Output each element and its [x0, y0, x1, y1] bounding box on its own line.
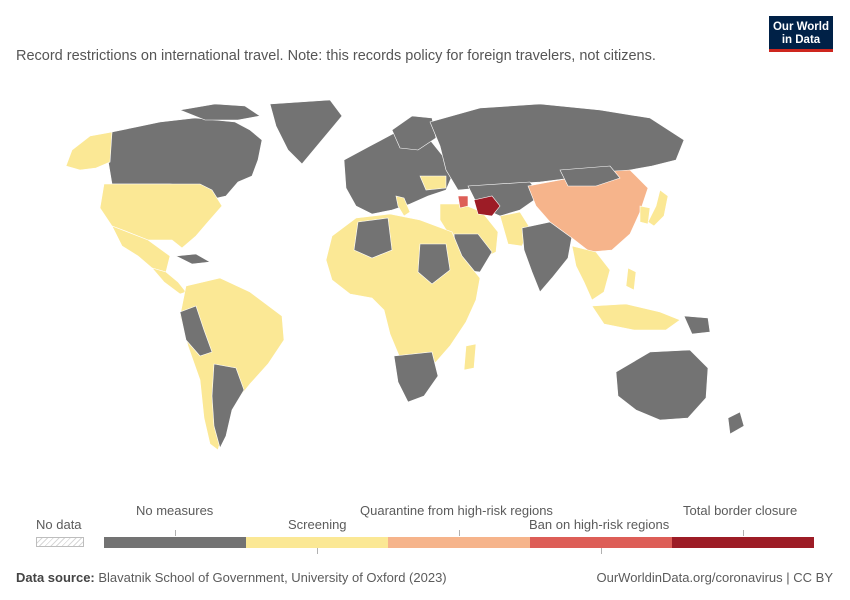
world-map [65, 99, 745, 451]
legend-label-ban: Ban on high-risk regions [529, 517, 670, 532]
russia-region[interactable] [429, 103, 685, 191]
legend-label-screening: Screening [288, 517, 347, 532]
legend-tick [601, 548, 602, 554]
peru-region[interactable] [179, 305, 213, 357]
data-source-text: Blavatnik School of Government, Universi… [94, 570, 447, 585]
algeria-region[interactable] [353, 217, 393, 259]
legend-swatch-no-measures[interactable] [104, 537, 246, 548]
legend-tick [175, 530, 176, 536]
sudan-region[interactable] [417, 243, 451, 285]
south-america-region[interactable] [179, 277, 285, 451]
alaska-region[interactable] [65, 131, 113, 171]
legend-label-total-closure: Total border closure [683, 503, 798, 518]
southeast-asia-region[interactable] [571, 245, 611, 301]
argentina-region[interactable] [211, 363, 245, 449]
madagascar-region[interactable] [463, 343, 477, 371]
legend-tick [459, 530, 460, 536]
legend-swatch-total-closure[interactable] [672, 537, 814, 548]
data-source-footer: Data source: Blavatnik School of Governm… [16, 570, 447, 585]
legend-tick [743, 530, 744, 536]
philippines-region[interactable] [625, 267, 637, 291]
owid-link[interactable]: OurWorldinData.org/coronavirus | CC BY [596, 570, 833, 585]
logo-line-1: Our World [772, 21, 829, 33]
arctic-islands-region[interactable] [178, 103, 261, 121]
legend-tick [317, 548, 318, 554]
indonesia-region[interactable] [591, 303, 681, 331]
new-zealand-region[interactable] [727, 411, 745, 435]
legend-no-data-swatch[interactable] [36, 537, 84, 547]
ukraine-region[interactable] [419, 175, 447, 191]
logo-line-2: in Data [781, 33, 821, 46]
australia-region[interactable] [615, 349, 709, 421]
legend-label-quarantine: Quarantine from high-risk regions [360, 503, 553, 518]
papua-new-guinea-region[interactable] [683, 315, 711, 335]
data-source-label: Data source: [16, 570, 95, 585]
greenland-region[interactable] [269, 99, 343, 165]
azerbaijan-region[interactable] [457, 195, 469, 209]
legend-swatch-quarantine[interactable] [388, 537, 530, 548]
japan-region[interactable] [647, 189, 669, 227]
mongolia-region[interactable] [559, 165, 621, 187]
owid-logo[interactable]: Our World in Data [769, 16, 833, 52]
scandinavia-region[interactable] [391, 115, 437, 151]
central-america-region[interactable] [151, 267, 187, 295]
italy-region[interactable] [395, 195, 411, 217]
turkmenistan-region[interactable] [473, 195, 501, 217]
chart-subtitle: Record restrictions on international tra… [16, 48, 656, 64]
caribbean-region[interactable] [174, 253, 211, 265]
korea-region[interactable] [639, 205, 651, 225]
legend-label-no-measures: No measures [136, 503, 214, 518]
legend-no-data-label: No data [36, 517, 82, 532]
southern-africa-region[interactable] [393, 351, 439, 403]
legend-swatch-screening[interactable] [246, 537, 388, 548]
legend-swatch-ban[interactable] [530, 537, 672, 548]
